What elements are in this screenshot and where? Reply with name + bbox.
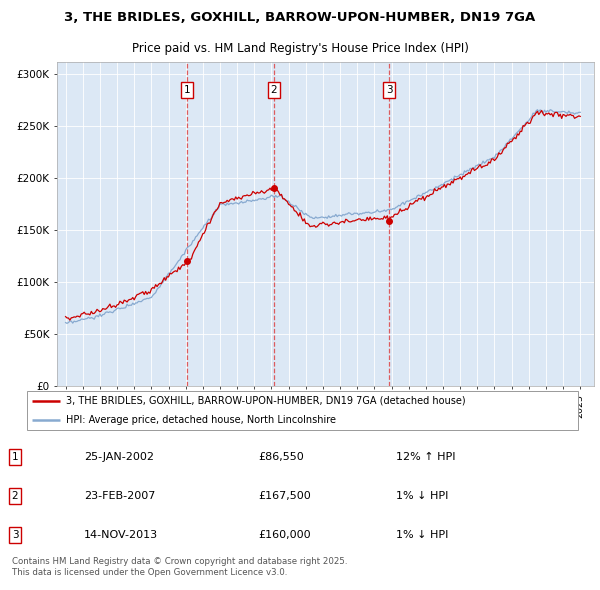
Text: 3: 3 bbox=[386, 85, 392, 95]
Text: 25-JAN-2002: 25-JAN-2002 bbox=[84, 453, 154, 462]
Text: 3: 3 bbox=[11, 530, 19, 540]
Text: 1% ↓ HPI: 1% ↓ HPI bbox=[396, 491, 448, 501]
Text: 1% ↓ HPI: 1% ↓ HPI bbox=[396, 530, 448, 540]
FancyBboxPatch shape bbox=[27, 391, 578, 430]
Text: 12% ↑ HPI: 12% ↑ HPI bbox=[396, 453, 455, 462]
Text: £167,500: £167,500 bbox=[258, 491, 311, 501]
Text: HPI: Average price, detached house, North Lincolnshire: HPI: Average price, detached house, Nort… bbox=[66, 415, 336, 425]
Text: £160,000: £160,000 bbox=[258, 530, 311, 540]
Text: 2: 2 bbox=[11, 491, 19, 501]
Text: 1: 1 bbox=[11, 453, 19, 462]
Text: 2: 2 bbox=[271, 85, 277, 95]
Text: 3, THE BRIDLES, GOXHILL, BARROW-UPON-HUMBER, DN19 7GA (detached house): 3, THE BRIDLES, GOXHILL, BARROW-UPON-HUM… bbox=[66, 396, 466, 406]
Text: 1: 1 bbox=[184, 85, 190, 95]
Text: Price paid vs. HM Land Registry's House Price Index (HPI): Price paid vs. HM Land Registry's House … bbox=[131, 42, 469, 55]
Text: 14-NOV-2013: 14-NOV-2013 bbox=[84, 530, 158, 540]
Text: 3, THE BRIDLES, GOXHILL, BARROW-UPON-HUMBER, DN19 7GA: 3, THE BRIDLES, GOXHILL, BARROW-UPON-HUM… bbox=[64, 11, 536, 24]
Text: 23-FEB-2007: 23-FEB-2007 bbox=[84, 491, 155, 501]
Text: Contains HM Land Registry data © Crown copyright and database right 2025.
This d: Contains HM Land Registry data © Crown c… bbox=[12, 558, 347, 577]
Text: £86,550: £86,550 bbox=[258, 453, 304, 462]
